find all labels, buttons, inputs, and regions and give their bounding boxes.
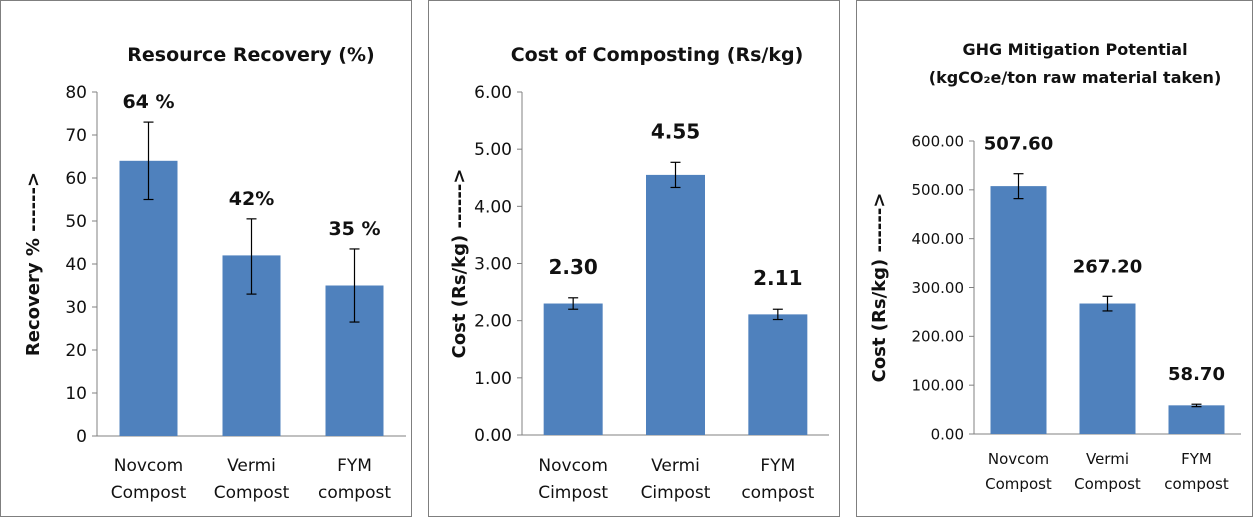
data-label: 2.30 <box>548 255 597 279</box>
chart-panel-cost-of-composting: Cost of Composting (Rs/kg) 0.00 1.00 2.00 3.… <box>428 0 840 517</box>
y-tick-label: 4.00 <box>474 197 512 217</box>
category-label: Novcom <box>538 456 608 476</box>
category-label: Vermi <box>227 456 276 476</box>
data-label: 267.20 <box>1073 256 1142 277</box>
y-tick-label: 5.00 <box>474 140 512 160</box>
category-label: FYM <box>337 456 372 476</box>
category-label: FYM <box>1181 450 1212 468</box>
y-axis-label: Cost (Rs/kg) ------> <box>869 193 890 383</box>
data-label: 42% <box>229 188 274 210</box>
category-label: Cimpost <box>641 483 711 503</box>
category-label: Compost <box>214 483 290 503</box>
bar <box>646 174 705 435</box>
category-label: Compost <box>111 483 187 503</box>
data-label: 64 % <box>122 91 174 113</box>
category-label: Novcom <box>114 456 184 476</box>
bar <box>1168 405 1225 434</box>
category-label: compost <box>1164 475 1229 493</box>
ghg-mitigation-chart: GHG Mitigation Potential (kgCO₂e/ton raw … <box>869 40 1241 493</box>
y-tick-label: 400.00 <box>912 230 965 248</box>
y-tick-label: 200.00 <box>912 328 965 346</box>
y-tick-label: 600.00 <box>912 132 965 150</box>
category-label: compost <box>318 483 391 503</box>
y-tick-label: 70 <box>65 126 87 146</box>
data-label: 35 % <box>328 218 380 240</box>
bar <box>1079 303 1136 434</box>
chart-subtitle: (kgCO₂e/ton raw material taken) <box>929 68 1222 87</box>
bar <box>543 303 603 435</box>
y-tick-label: 500.00 <box>912 181 965 199</box>
category-label: Compost <box>1074 475 1141 493</box>
y-tick-label: 60 <box>65 169 87 189</box>
y-tick-label: 1.00 <box>474 369 512 389</box>
y-tick-label: 0.00 <box>474 426 512 446</box>
data-label: 2.11 <box>753 266 802 290</box>
category-label: Cimpost <box>538 483 608 503</box>
y-tick-label: 0.00 <box>931 425 964 443</box>
chart-panel-resource-recovery: Resource Recovery (%) 0 10 20 30 40 50 60 70 80 Re… <box>0 0 412 517</box>
y-axis-label: Cost (Rs/kg) ------> <box>449 169 470 359</box>
data-label: 507.60 <box>984 134 1053 155</box>
y-tick-label: 40 <box>65 255 87 275</box>
data-label: 58.70 <box>1168 364 1225 385</box>
category-label: Vermi <box>651 456 700 476</box>
category-label: Novcom <box>988 450 1049 468</box>
data-label: 4.55 <box>651 119 700 143</box>
y-tick-label: 0 <box>76 427 87 447</box>
y-tick-label: 50 <box>65 212 87 232</box>
y-tick-label: 10 <box>65 384 87 404</box>
cost-of-composting-chart: Cost of Composting (Rs/kg) 0.00 1.00 2.00 3.… <box>449 44 829 503</box>
bar <box>748 314 808 435</box>
chart-title: GHG Mitigation Potential <box>962 40 1187 59</box>
y-tick-label: 6.00 <box>474 83 512 103</box>
category-label: Compost <box>985 475 1052 493</box>
chart-panel-ghg-mitigation: GHG Mitigation Potential (kgCO₂e/ton raw … <box>856 0 1253 517</box>
resource-recovery-chart: Resource Recovery (%) 0 10 20 30 40 50 60 70 80 Re… <box>23 44 406 503</box>
y-tick-label: 100.00 <box>912 376 965 394</box>
category-label: compost <box>741 483 814 503</box>
y-axis-label: Recovery % ------> <box>23 172 44 356</box>
chart-title: Cost of Composting (Rs/kg) <box>511 44 804 66</box>
bar <box>119 160 178 437</box>
y-tick-label: 30 <box>65 298 87 318</box>
category-label: Vermi <box>1086 450 1129 468</box>
y-tick-label: 3.00 <box>474 254 512 274</box>
category-label: FYM <box>760 456 795 476</box>
chart-title: Resource Recovery (%) <box>127 44 374 66</box>
y-tick-label: 2.00 <box>474 312 512 332</box>
y-tick-label: 20 <box>65 341 87 361</box>
y-tick-label: 300.00 <box>912 279 965 297</box>
bar <box>990 186 1047 434</box>
y-tick-label: 80 <box>65 83 87 103</box>
